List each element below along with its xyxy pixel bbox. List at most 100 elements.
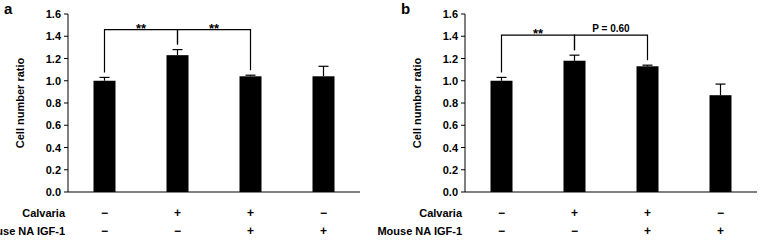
error-cap	[173, 49, 183, 50]
bracket-line	[105, 30, 178, 73]
y-tick-label: 0.6	[46, 119, 61, 131]
y-tick-label: 0.0	[46, 186, 61, 198]
error-bar	[100, 77, 110, 80]
condition-mark: −	[498, 206, 505, 220]
error-cap	[497, 77, 507, 78]
y-tick-label: 0.0	[443, 186, 458, 198]
y-tick-label: 0.2	[46, 164, 61, 176]
y-tick	[461, 58, 465, 59]
condition-mark: +	[247, 224, 254, 238]
y-tick	[64, 36, 68, 37]
bar	[710, 95, 732, 192]
condition-mark: +	[571, 206, 578, 220]
y-tick	[64, 14, 68, 15]
bar	[167, 55, 189, 192]
y-tick	[461, 14, 465, 15]
y-tick	[461, 147, 465, 148]
page: {"chart_data": [ {"type": "bar", "title"…	[0, 0, 777, 242]
y-tick	[64, 103, 68, 104]
condition-mark: +	[717, 224, 724, 238]
condition-mark: −	[174, 224, 181, 238]
bar	[94, 81, 116, 192]
significance-bracket: **	[105, 21, 178, 73]
condition-label: Mouse NA IGF-1	[0, 225, 65, 237]
y-tick-label: 1.2	[46, 53, 61, 65]
error-stem	[574, 55, 575, 61]
y-tick	[461, 80, 465, 81]
bar	[240, 76, 262, 192]
y-tick-label: 1.2	[443, 53, 458, 65]
bracket-label: P = 0.60	[592, 23, 630, 34]
y-axis	[465, 14, 466, 192]
condition-mark: −	[101, 224, 108, 238]
y-tick	[461, 125, 465, 126]
condition-mark: +	[644, 224, 651, 238]
significance-bracket: **	[178, 21, 251, 71]
y-tick-label: 1.6	[46, 8, 61, 20]
y-tick-label: 0.2	[443, 164, 458, 176]
y-tick-label: 0.6	[443, 119, 458, 131]
panel: a Cell number ratio 0.0 0.2 0.4 0.6 0.8 1.0 1.2 1…	[0, 0, 360, 238]
y-tick	[64, 147, 68, 148]
error-cap	[643, 65, 653, 66]
y-tick-label: 1.4	[443, 30, 459, 42]
y-tick	[64, 125, 68, 126]
bracket-line	[178, 30, 251, 71]
y-tick-label: 0.4	[443, 142, 459, 154]
condition-mark: −	[320, 206, 327, 220]
y-tick-label: 1.6	[443, 8, 458, 20]
error-cap	[570, 55, 580, 56]
y-tick-label: 0.8	[46, 97, 61, 109]
condition-mark: −	[101, 206, 108, 220]
condition-mark: −	[498, 224, 505, 238]
y-axis	[68, 14, 69, 192]
error-stem	[720, 84, 721, 95]
error-bar	[246, 75, 256, 76]
y-tick	[461, 103, 465, 104]
bar	[491, 81, 513, 192]
error-cap	[246, 75, 256, 76]
bars	[94, 50, 335, 192]
y-tick-label: 1.0	[46, 75, 61, 87]
bar	[313, 76, 335, 192]
error-cap	[100, 77, 110, 78]
panel-label: b	[401, 0, 410, 17]
panel-label: a	[4, 0, 13, 17]
condition-label: Calvaria	[419, 207, 463, 219]
significance-bracket: P = 0.60	[575, 23, 648, 60]
condition-mark: +	[247, 206, 254, 220]
condition-mark: −	[571, 224, 578, 238]
error-bar	[497, 77, 507, 80]
y-tick	[461, 36, 465, 37]
y-tick	[64, 169, 68, 170]
bracket-label: **	[533, 26, 544, 41]
error-cap	[716, 83, 726, 84]
bar	[564, 61, 586, 192]
y-tick	[461, 169, 465, 170]
condition-mark: −	[717, 206, 724, 220]
y-tick	[64, 58, 68, 59]
error-bar	[716, 84, 726, 95]
y-tick-label: 1.0	[443, 75, 458, 87]
y-tick	[64, 192, 68, 193]
error-cap	[319, 66, 329, 67]
panel: b Cell number ratio 0.0 0.2 0.4 0.6 0.8 1.0 1.2 1…	[377, 0, 757, 238]
condition-label: Mouse NA IGF-1	[377, 225, 462, 237]
bracket-label: **	[209, 21, 220, 36]
bracket-line	[575, 35, 648, 60]
y-tick-label: 0.8	[443, 97, 458, 109]
chart-root: a Cell number ratio 0.0 0.2 0.4 0.6 0.8 1.0 1.2 1…	[0, 0, 777, 242]
condition-mark: +	[644, 206, 651, 220]
error-stem	[177, 50, 178, 56]
error-bar	[173, 50, 183, 56]
error-bar	[570, 55, 580, 61]
condition-mark: +	[174, 206, 181, 220]
y-axis-label: Cell number ratio	[411, 57, 423, 148]
bar	[637, 66, 659, 192]
y-tick-label: 0.4	[46, 142, 62, 154]
y-tick	[64, 80, 68, 81]
y-tick	[461, 192, 465, 193]
condition-label: Calvaria	[22, 207, 66, 219]
y-axis-label: Cell number ratio	[14, 57, 26, 148]
bracket-label: **	[136, 21, 147, 36]
